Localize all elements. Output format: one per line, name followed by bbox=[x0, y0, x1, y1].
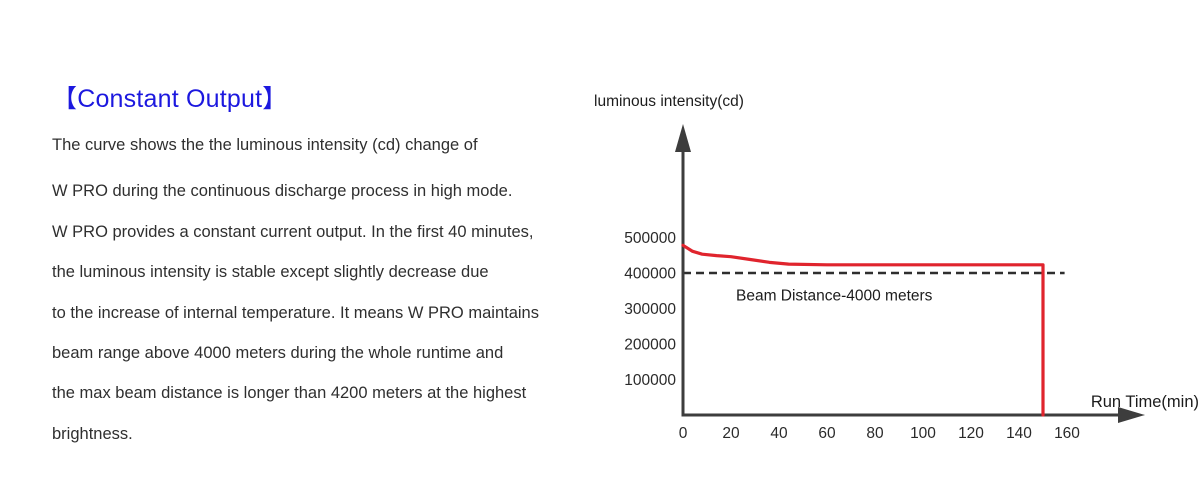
description-paragraph: The curve shows the the luminous intensi… bbox=[52, 125, 552, 454]
intensity-curve bbox=[681, 243, 1045, 417]
y-tick-label: 400000 bbox=[624, 266, 676, 283]
paragraph-line: W PRO provides a constant current output… bbox=[52, 222, 534, 241]
section-title: 【Constant Output】 bbox=[52, 85, 288, 113]
paragraph-line: The curve shows the the luminous intensi… bbox=[52, 136, 478, 154]
x-tick-label: 120 bbox=[958, 425, 984, 442]
paragraph-line: to the increase of internal temperature.… bbox=[52, 303, 539, 322]
x-tick-label: 140 bbox=[1006, 425, 1032, 442]
y-axis-arrow-icon bbox=[675, 124, 691, 152]
y-tick-label: 200000 bbox=[624, 337, 676, 354]
x-tick-label: 0 bbox=[679, 425, 688, 442]
constant-output-section: 【Constant Output】 The curve shows the th… bbox=[52, 84, 552, 454]
y-axis-label: luminous intensity(cd) bbox=[594, 93, 744, 110]
x-tick-label: 160 bbox=[1054, 425, 1080, 442]
x-tick-label: 40 bbox=[770, 425, 788, 442]
paragraph-line: the max beam distance is longer than 420… bbox=[52, 384, 527, 403]
y-tick-label: 300000 bbox=[624, 301, 676, 318]
chart-canvas: Beam Distance-4000 meters 100000 200000 300… bbox=[624, 124, 1199, 442]
x-tick-label: 60 bbox=[818, 425, 836, 442]
paragraph-line: brightness. bbox=[52, 424, 133, 443]
luminous-intensity-chart: luminous intensity(cd) Beam Distance-400… bbox=[570, 88, 1200, 460]
y-tick-label: 500000 bbox=[624, 230, 676, 247]
x-tick-label: 100 bbox=[910, 425, 936, 442]
y-tick-label: 100000 bbox=[624, 372, 676, 389]
x-tick-label: 20 bbox=[722, 425, 740, 442]
x-tick-label: 80 bbox=[866, 425, 884, 442]
x-axis-arrow-icon bbox=[1118, 407, 1145, 423]
beam-distance-annotation: Beam Distance-4000 meters bbox=[736, 288, 933, 305]
paragraph-line: beam range above 4000 meters during the … bbox=[52, 344, 504, 363]
paragraph-line: the luminous intensity is stable except … bbox=[52, 263, 489, 282]
x-axis-label: Run Time(min) bbox=[1091, 393, 1199, 411]
paragraph-line: W PRO during the continuous discharge pr… bbox=[52, 182, 513, 201]
